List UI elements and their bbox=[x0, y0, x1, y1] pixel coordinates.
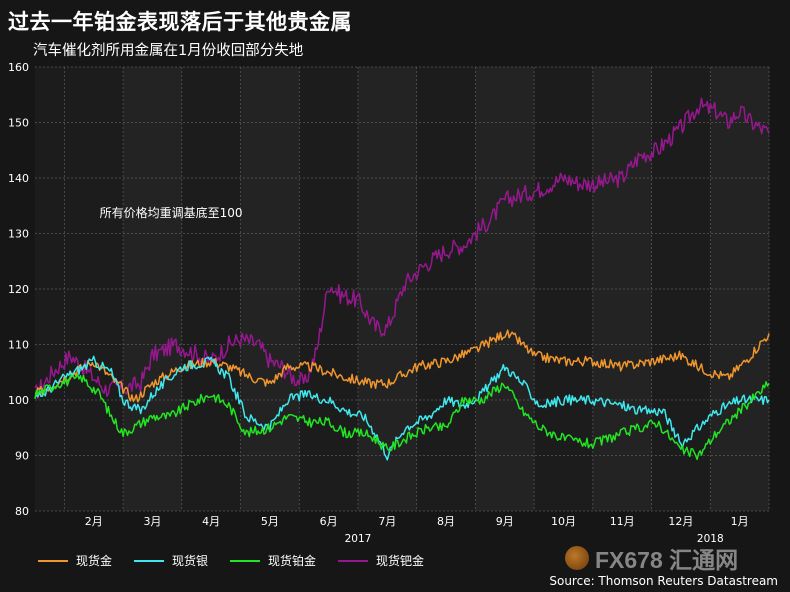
x-tick-label: 11月 bbox=[610, 515, 635, 528]
watermark-text: FX678 汇通网 bbox=[595, 547, 739, 573]
chart-title: 过去一年铂金表现落后于其他贵金属 bbox=[8, 10, 352, 34]
series-line bbox=[34, 329, 770, 403]
legend-item: 现货钯金 bbox=[338, 552, 424, 569]
legend-swatch bbox=[38, 559, 68, 562]
fx678-logo-icon bbox=[565, 546, 589, 570]
x-tick-label: 8月 bbox=[437, 515, 455, 528]
legend-label: 现货银 bbox=[172, 554, 209, 568]
chart-subtitle: 汽车催化剂所用金属在1月份收回部分失地 bbox=[33, 43, 304, 59]
x-tick-label: 2月 bbox=[85, 515, 103, 528]
year-label: 2018 bbox=[697, 533, 724, 545]
series-line bbox=[34, 355, 770, 461]
y-tick-label: 160 bbox=[8, 61, 29, 74]
y-tick-label: 150 bbox=[8, 117, 29, 130]
x-tick-label: 9月 bbox=[496, 515, 514, 528]
legend-swatch bbox=[338, 559, 369, 562]
y-tick-label: 140 bbox=[8, 172, 29, 185]
legend-item: 现货银 bbox=[134, 552, 208, 569]
x-tick-label: 6月 bbox=[320, 515, 338, 528]
series-line bbox=[34, 373, 770, 461]
chart-annotation: 所有价格均重调基底至100 bbox=[100, 205, 243, 220]
x-tick-label: 3月 bbox=[143, 515, 161, 528]
legend-label: 现货钯金 bbox=[376, 554, 425, 568]
legend-swatch bbox=[134, 559, 165, 562]
source-note: Source: Thomson Reuters Datastream bbox=[549, 574, 778, 588]
y-tick-label: 80 bbox=[15, 505, 29, 518]
x-tick-label: 5月 bbox=[261, 515, 279, 528]
x-tick-label: 10月 bbox=[551, 515, 576, 528]
legend-label: 现货铂金 bbox=[268, 554, 317, 568]
y-tick-label: 120 bbox=[8, 283, 29, 296]
year-label: 2017 bbox=[345, 533, 372, 545]
x-tick-label: 12月 bbox=[668, 515, 693, 528]
y-tick-label: 110 bbox=[8, 339, 29, 352]
legend-item: 现货金 bbox=[38, 552, 112, 569]
y-tick-label: 100 bbox=[8, 394, 29, 407]
x-tick-label: 7月 bbox=[378, 515, 396, 528]
month-shade bbox=[240, 67, 300, 511]
series-line bbox=[34, 97, 770, 400]
chart-legend: 现货金 现货银 现货铂金 现货钯金 bbox=[38, 552, 424, 569]
legend-label: 现货金 bbox=[76, 554, 113, 568]
legend-swatch bbox=[230, 559, 261, 562]
x-tick-label: 4月 bbox=[202, 515, 220, 528]
watermark-logo: FX678 汇通网 bbox=[565, 541, 738, 575]
y-tick-label: 130 bbox=[8, 228, 29, 241]
y-tick-label: 90 bbox=[15, 450, 29, 463]
legend-item: 现货铂金 bbox=[230, 552, 316, 569]
x-tick-label: 1月 bbox=[731, 515, 749, 528]
